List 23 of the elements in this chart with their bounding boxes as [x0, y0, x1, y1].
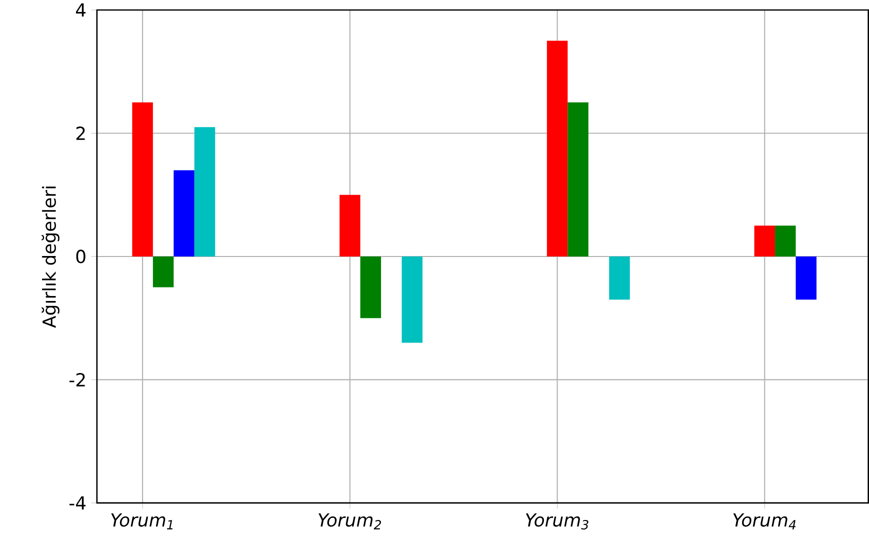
y-axis-title: Ağırlık değerleri [42, 186, 60, 328]
bar [609, 256, 630, 300]
y-tick-label: 4 [76, 3, 86, 17]
y-tick-label: -4 [69, 496, 86, 510]
bar [754, 226, 776, 257]
bar [402, 256, 422, 343]
bar [360, 256, 382, 318]
bar [775, 226, 796, 257]
bar [194, 127, 216, 257]
bar [152, 256, 174, 288]
x-tick-label: Yorum$_{1}$ [111, 513, 172, 530]
y-tick-label: 0 [76, 250, 86, 264]
y-tick-label: 2 [76, 126, 85, 140]
bar [546, 40, 568, 257]
bar [568, 102, 588, 257]
x-tick-label: Yorum$_{4}$ [733, 513, 796, 530]
bar [174, 170, 194, 257]
bar [132, 102, 153, 257]
bar [340, 194, 360, 257]
bar [796, 256, 816, 300]
x-tick-label: Yorum$_{3}$ [526, 513, 588, 530]
y-tick-label: -2 [69, 373, 85, 386]
x-tick-label: Yorum$_{2}$ [318, 513, 381, 530]
